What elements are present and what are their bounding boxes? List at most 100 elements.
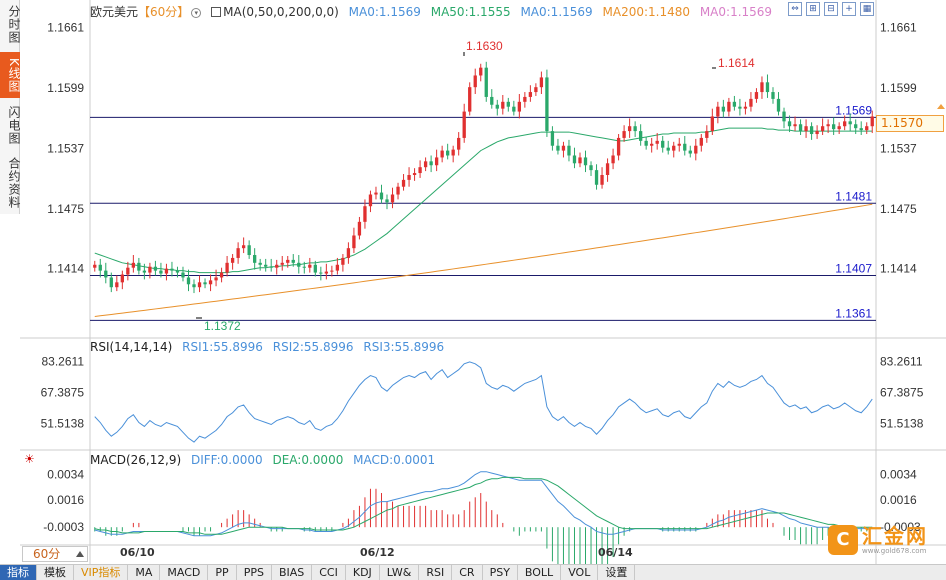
tab-kline[interactable]: K线图 [0,52,21,98]
candle-body [330,270,334,272]
chart-area[interactable]: 1.1661 1.1661 1.1599 1.1599 1.1537 1.1537 1.14… [20,0,946,566]
candle-body [302,266,306,268]
candle-body [837,126,841,130]
candle-body [457,137,461,150]
bottom-tab-vol[interactable]: VOL [561,565,599,580]
candle-body [716,106,720,117]
candle-body [412,173,417,175]
tab-flash[interactable]: 闪电图 [7,105,21,145]
bottom-tab-template[interactable]: 模板 [37,565,74,580]
macd-settings-icon[interactable]: ☀ [24,452,35,466]
candle-body [208,280,213,285]
bottom-tab-boll[interactable]: BOLL [518,565,562,580]
candle-body [258,262,262,265]
candle-body [120,274,124,283]
candle-body [109,277,113,288]
rsi-legend: RSI(14,14,14) RSI1:55.8996 RSI2:55.8996 … [90,340,450,354]
candle-body [771,92,775,99]
ma-settings-icon[interactable] [211,7,222,17]
candle-body [517,101,521,112]
grid-icon[interactable]: ▦ [860,2,874,16]
candle-body [506,101,510,107]
candle-body [142,270,147,273]
period-select[interactable]: 60分 [22,546,88,562]
macd-item: MACD:0.0001 [353,453,436,467]
candle-body [264,264,268,267]
price-up-arrow-icon [937,104,945,109]
price-tick-left: 1.1599 [47,81,84,95]
price-tick-right: 1.1599 [880,81,917,95]
bottom-tab-pp[interactable]: PP [208,565,237,580]
bottom-toolbar: 指标 模板 VIP指标 MA MACD PP PPS BIAS CCI KDJ … [0,564,946,580]
ma-item: MA50:1.1555 [430,5,511,19]
chevron-down-circle-icon[interactable]: ▾ [191,8,202,18]
candle-body [622,131,626,138]
candle-body [407,175,411,180]
current-price-tag: 1.1570 [876,115,944,132]
candle-body [705,131,709,138]
bottom-tab-kdj[interactable]: KDJ [346,565,380,580]
candle-body [484,67,488,97]
bottom-tab-indicator[interactable]: 指标 [0,565,37,580]
rsi-line [94,361,873,443]
candle-body [357,221,362,236]
zoom-in-icon[interactable]: ⊞ [806,2,820,16]
add-icon[interactable]: + [842,2,856,16]
candle-body [683,143,687,151]
candle-body [738,106,742,109]
candle-body [650,143,654,146]
zoom-fit-icon[interactable]: ⇔ [788,2,802,16]
candle-body [611,155,615,164]
candle-body [501,101,505,109]
candle-body [854,124,858,129]
candle-body [269,266,273,268]
zoom-out-icon[interactable]: ⊟ [824,2,838,16]
macd-item: DEA:0.0000 [272,453,344,467]
candle-body [831,124,836,130]
bottom-tab-psy[interactable]: PSY [483,565,518,580]
candle-body [98,264,102,271]
bottom-tab-pps[interactable]: PPS [237,565,272,580]
candle-body [721,106,726,112]
tab-contract-info[interactable]: 合约资料 [7,157,21,209]
candle-body [605,163,610,175]
candle-body [401,179,406,187]
date-label: 06/10 [120,546,155,559]
rsi-tick-right: 51.5138 [880,416,924,430]
bottom-tab-lw[interactable]: LW& [380,565,420,580]
bottom-tab-cr[interactable]: CR [452,565,483,580]
candle-body [319,272,323,274]
rsi-tick-right: 83.2611 [880,354,923,368]
bottom-tab-vip[interactable]: VIP指标 [74,565,129,580]
candle-body [688,150,692,154]
candle-body [727,101,731,112]
ma-item: MA200:1.1480 [602,5,691,19]
candle-body [495,104,499,109]
candle-body [423,161,428,168]
bottom-tab-rsi[interactable]: RSI [419,565,453,580]
candle-body [451,149,455,156]
bottom-tab-bias[interactable]: BIAS [272,565,313,580]
bottom-tab-macd[interactable]: MACD [160,565,209,580]
candle-body [793,124,797,127]
candle-body [776,98,781,112]
bottom-tab-cci[interactable]: CCI [312,565,346,580]
macd-legend: MACD(26,12,9) DIFF:0.0000 DEA:0.0000 MAC… [90,453,441,467]
chart-canvas[interactable]: 1.1661 1.1661 1.1599 1.1599 1.1537 1.1537 1.14… [20,0,946,566]
candle-body [545,77,549,132]
candle-body [175,270,180,273]
bottom-tab-ma[interactable]: MA [128,565,161,580]
rsi-tick-right: 67.3875 [880,385,924,399]
candle-body [181,272,185,278]
candle-body [870,116,874,127]
candle-body [197,282,202,288]
candle-body [848,121,852,125]
ma-item: MA0:1.1569 [348,5,421,19]
bottom-tab-settings[interactable]: 设置 [598,565,636,580]
candle-body [308,264,312,268]
watermark-logo: C 汇金网 www.gold678.com [828,522,940,558]
symbol-name: 欧元美元 [90,5,139,19]
candle-body [390,194,395,203]
price-tick-right: 1.1414 [880,262,917,276]
tab-timeshare[interactable]: 分时图 [7,4,21,44]
